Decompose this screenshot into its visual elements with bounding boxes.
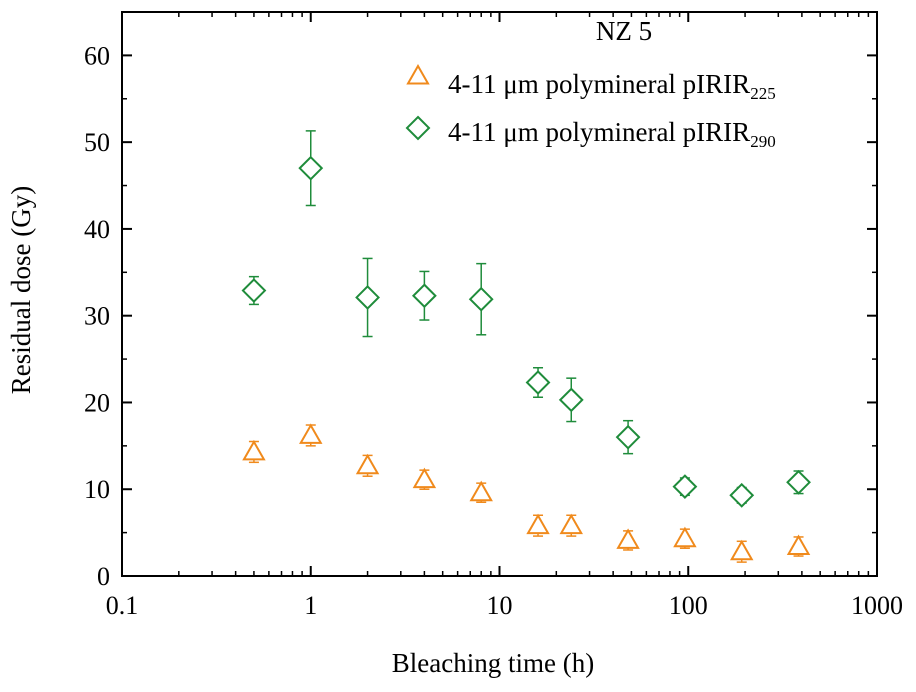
data-point [411,283,437,309]
y-tick-label: 40 [84,215,110,244]
legend-marker-diamond [405,115,431,141]
legend-label-pirir225: 4-11 μm polymineral pIRIR225 [448,69,776,103]
data-point [729,482,755,508]
x-tick-label: 100 [669,591,708,620]
y-axis-title: Residual dose (Gy) [6,186,36,394]
legend-label-subscript: 225 [750,84,776,103]
x-axis: 0.1 1 10 100 1000 [106,12,903,620]
data-point [729,539,754,561]
legend-markers [405,63,431,141]
x-tick-label: 10 [487,591,513,620]
y-tick-label: 30 [84,302,110,331]
x-tick-label: 0.1 [106,591,139,620]
series-225 [242,423,811,563]
data-point [615,424,641,450]
data-point [559,513,583,535]
y-tick-label: 60 [84,41,110,70]
data-point [672,474,698,500]
y-tick-label: 0 [97,562,110,591]
legend-label-main: 4-11 μm polymineral pIRIR [448,117,750,147]
x-axis-title: Bleaching time (h) [392,648,594,678]
data-point [673,526,697,548]
x-tick-label: 1 [304,591,317,620]
data-point [242,439,266,461]
data-point [241,278,267,303]
legend-label-subscript: 290 [750,132,776,151]
data-point [525,370,551,395]
data-point [298,155,324,181]
data-point [299,423,323,444]
y-axis: 0 10 20 30 40 50 60 [84,11,877,591]
data-point [468,286,494,312]
x-tick-label: 1000 [851,591,903,620]
legend-marker-triangle [406,63,430,85]
legend-label-main: 4-11 μm polymineral pIRIR [448,69,750,99]
data-point [412,467,437,489]
data-point [786,469,811,495]
data-point [469,480,493,502]
series-290 [241,130,811,508]
chart-title: NZ 5 [596,16,652,46]
data-point [355,285,380,310]
data-points [241,130,811,563]
y-tick-label: 20 [84,388,110,417]
y-tick-label: 50 [84,128,110,157]
data-point [526,513,550,535]
data-point [558,387,584,413]
legend: NZ 5 4-11 μm polymineral pIRIR225 4-11 μ… [405,16,776,151]
data-point [355,453,380,475]
y-tick-label: 10 [84,475,110,504]
data-point [786,534,811,555]
legend-label-pirir290: 4-11 μm polymineral pIRIR290 [448,117,776,151]
data-point [616,528,640,549]
